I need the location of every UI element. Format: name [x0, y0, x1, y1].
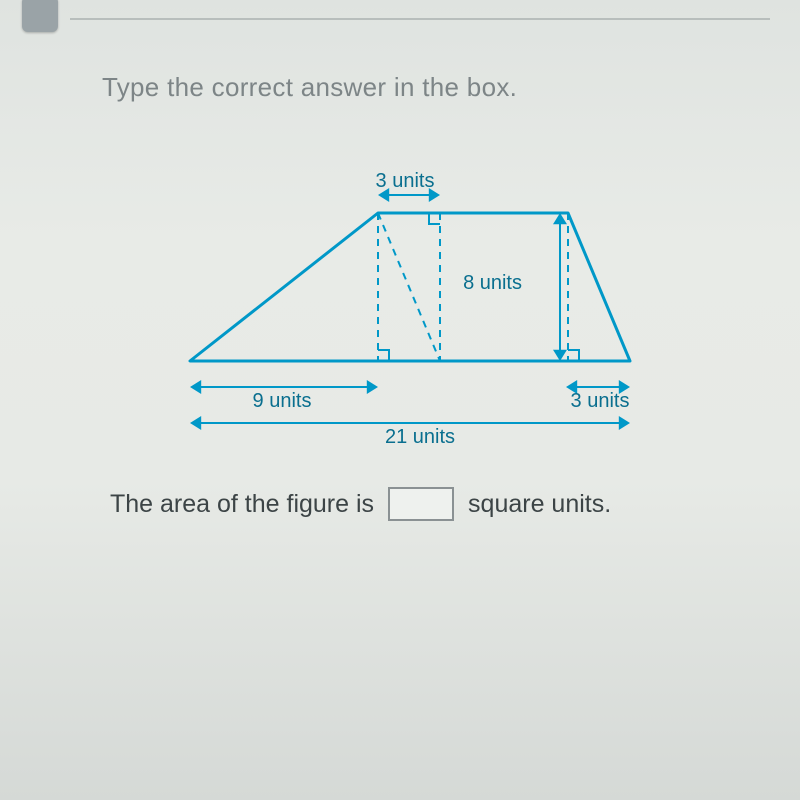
svg-text:3 units: 3 units [571, 390, 630, 412]
page: Type the correct answer in the box. 3 un… [0, 0, 800, 800]
svg-text:21 units: 21 units [385, 426, 455, 448]
question-prompt: Type the correct answer in the box. [102, 72, 760, 103]
answer-input[interactable] [388, 487, 454, 521]
trapezoid-figure: 3 units 9 units 3 units 21 units 8 units [130, 151, 690, 451]
svg-text:3 units: 3 units [376, 170, 435, 192]
answer-text-before: The area of the figure is [110, 490, 374, 519]
answer-text-after: square units. [468, 490, 611, 519]
svg-text:9 units: 9 units [253, 390, 312, 412]
divider [70, 18, 770, 20]
svg-text:8 units: 8 units [463, 272, 522, 294]
toolbar-button-fragment [22, 0, 58, 32]
answer-sentence: The area of the figure is square units. [110, 487, 760, 521]
